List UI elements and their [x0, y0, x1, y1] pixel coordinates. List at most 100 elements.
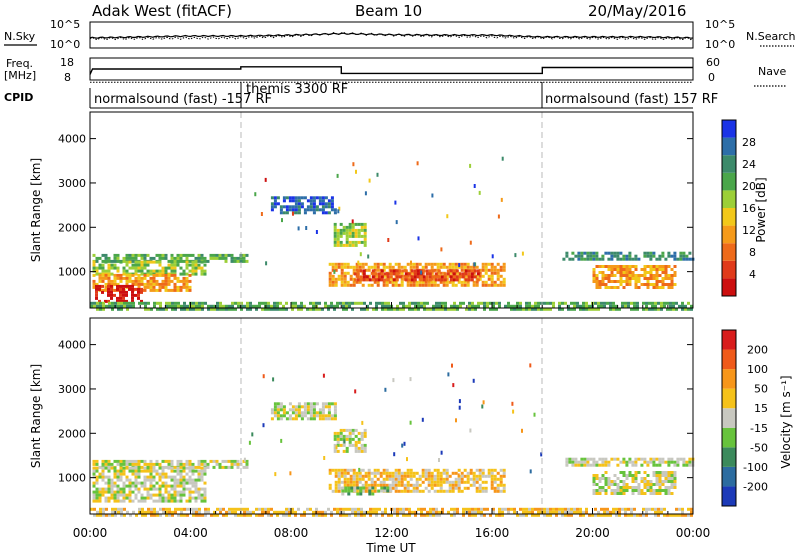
scatter-cell — [186, 507, 189, 511]
scatter-cell — [384, 304, 387, 308]
scatter-cell — [372, 510, 375, 514]
scatter-cell — [577, 460, 581, 464]
scatter-cell — [183, 304, 186, 308]
scatter-cell — [574, 460, 578, 464]
scatter-cell — [685, 257, 689, 261]
scatter-cell — [455, 275, 459, 279]
scatter-cell — [652, 483, 656, 486]
scatter-cell — [164, 256, 168, 260]
scatter-cell — [331, 274, 335, 278]
scatter-cell — [110, 266, 114, 270]
scatter-cell — [300, 417, 304, 421]
scatter-cell — [621, 301, 624, 305]
scatter-cell — [616, 254, 620, 258]
scatter-cell — [119, 462, 123, 466]
scatter-cell — [342, 507, 345, 511]
scatter-cell — [424, 280, 428, 284]
scatter-cell — [448, 489, 452, 493]
scatter-cell — [321, 411, 325, 415]
scatter-cell — [213, 513, 216, 517]
scatter-cell — [664, 486, 668, 489]
scatter-cell — [355, 471, 359, 475]
scatter-cell — [198, 301, 201, 305]
scatter-cell — [234, 510, 237, 514]
scatter-cell — [134, 276, 138, 280]
scatter-cell — [333, 431, 337, 435]
scatter-cell — [628, 460, 632, 464]
scatter-cell — [330, 414, 334, 418]
scatter-cell — [318, 196, 322, 200]
scatter-cell — [107, 484, 111, 488]
scatter-cell — [346, 480, 350, 484]
scatter-cell — [138, 301, 141, 305]
scatter-cell — [451, 280, 455, 284]
scatter-cell — [337, 277, 341, 281]
scatter-cell — [460, 262, 464, 266]
scatter-cell — [604, 471, 608, 474]
colorbar-tick-label: 100 — [747, 363, 768, 376]
scatter-cell — [496, 486, 500, 490]
scatter-cell — [382, 268, 386, 272]
scatter-cell — [337, 262, 341, 266]
scatter-cell — [137, 469, 141, 473]
scatter-cell — [195, 510, 198, 514]
scatter-cell — [285, 307, 288, 311]
scatter-cell — [633, 307, 636, 311]
scatter-cell — [183, 307, 186, 311]
scatter-cell — [324, 402, 328, 406]
scatter-cell — [513, 304, 516, 308]
scatter-cell — [140, 290, 143, 294]
scatter-cell — [188, 269, 192, 273]
scatter-cell — [634, 460, 638, 464]
scatter-cell — [176, 469, 180, 473]
scatter-cell — [104, 285, 108, 289]
scatter-cell — [167, 475, 171, 479]
scatter-cell — [104, 260, 108, 264]
scatter-cell — [131, 273, 135, 277]
scatter-cell — [309, 417, 313, 421]
scatter-cell — [240, 507, 243, 511]
scatter-cell — [96, 301, 99, 305]
scatter-cell — [152, 279, 156, 283]
scatter-cell — [477, 510, 480, 514]
scatter-cell — [134, 459, 138, 463]
scatter-cell — [499, 280, 503, 284]
scatter-cell — [342, 428, 346, 432]
scatter-cell — [430, 262, 434, 266]
scatter-cell — [101, 462, 105, 466]
scatter-cell — [233, 259, 237, 263]
scatter-cell — [537, 301, 540, 305]
scatter-cell — [439, 480, 443, 484]
scatter-cell — [570, 307, 573, 311]
scatter-cell — [188, 288, 192, 292]
scatter-cell — [182, 493, 186, 497]
scatter-cell — [345, 446, 349, 450]
scatter-cell — [140, 287, 143, 291]
scatter-cell — [345, 437, 349, 441]
scatter-cell — [364, 486, 368, 490]
scatter-cell — [288, 199, 292, 203]
scatter-cell — [394, 280, 398, 284]
scatter-cell — [483, 301, 486, 305]
scatter-cell — [270, 307, 273, 311]
scatter-cell — [463, 265, 467, 269]
scatter-cell — [231, 507, 234, 511]
scatter-cell — [394, 262, 398, 266]
scatter-cell — [219, 304, 222, 308]
scatter-cell — [598, 489, 602, 492]
scatter-cell — [152, 487, 156, 491]
scatter-cell — [459, 301, 462, 305]
scatter-cell — [432, 510, 435, 514]
scatter-cell — [231, 301, 234, 305]
scatter-cell — [185, 276, 189, 280]
scatter-cell — [465, 507, 468, 511]
scatter-cell — [170, 273, 174, 277]
scatter-cell — [182, 272, 186, 276]
nsearch-series-line — [89, 31, 694, 41]
scatter-cell — [398, 269, 402, 273]
scatter-cell — [359, 489, 363, 493]
scatter-cell — [318, 411, 322, 415]
scatter-cell — [672, 301, 675, 305]
scatter-cell — [408, 304, 411, 308]
scatter-cell — [624, 513, 627, 517]
